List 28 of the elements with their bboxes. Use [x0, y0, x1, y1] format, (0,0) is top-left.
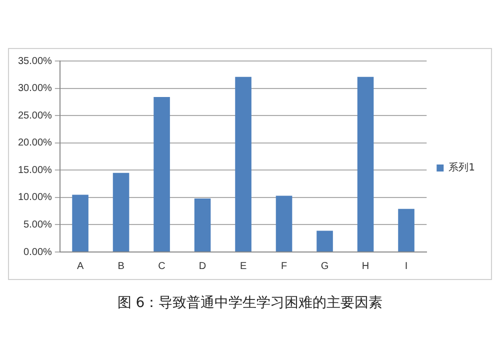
bar	[398, 208, 414, 252]
x-tick-label: E	[240, 260, 247, 272]
bar	[235, 76, 252, 252]
bar	[194, 198, 211, 252]
y-tick-label: 25.00%	[18, 110, 52, 122]
bar	[72, 194, 88, 252]
legend-label: 系列1	[448, 162, 476, 174]
y-tick-label: 15.00%	[18, 164, 52, 176]
bar	[154, 97, 170, 252]
y-tick-label: 5.00%	[24, 219, 52, 230]
x-tick-label: H	[362, 260, 370, 272]
bar	[316, 230, 333, 252]
x-tick-label: G	[320, 260, 329, 272]
y-tick-label: 0.00%	[24, 246, 52, 258]
x-tick-label: B	[118, 260, 125, 272]
y-tick-label: 10.00%	[18, 192, 52, 204]
x-tick-label: D	[198, 260, 206, 272]
x-tick-label: F	[280, 260, 288, 272]
bar	[276, 196, 292, 252]
y-tick-label: 30.00%	[18, 83, 52, 94]
bar	[112, 172, 130, 252]
x-tick-label: A	[76, 260, 84, 272]
x-tick-label: C	[158, 260, 166, 272]
y-tick-label: 35.00%	[18, 56, 52, 67]
bar	[357, 76, 374, 252]
y-tick-label: 20.00%	[18, 138, 52, 149]
x-tick-label: I	[404, 260, 408, 272]
caption: 图 6：导致普通中学生学习困难的主要因素	[116, 294, 384, 312]
